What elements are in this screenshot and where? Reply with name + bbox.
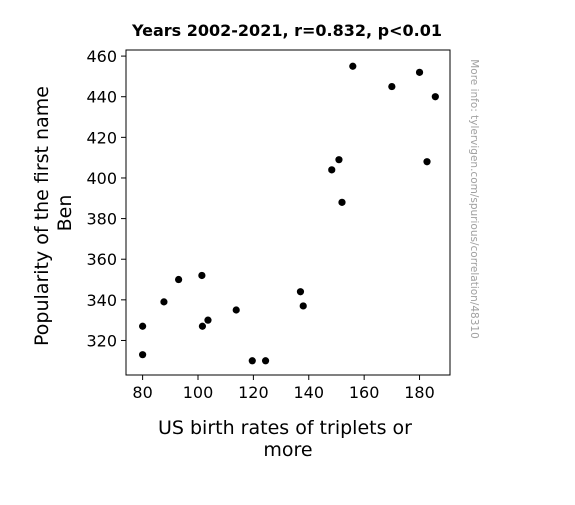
data-point [415,68,424,76]
x-axis: 80 100 120 140 160 180 [132,375,435,402]
plot-area [125,49,451,376]
y-axis-label-line-2: Ben [54,195,76,232]
data-point [431,93,439,101]
data-point [261,357,270,365]
data-point [335,156,343,164]
data-point [299,302,307,310]
data-point [204,316,212,324]
data-point [139,351,147,359]
y-tick-label: 400 [86,169,117,188]
chart-title: Years 2002-2021, r=0.832, p<0.01 [131,21,442,40]
data-point [160,298,168,306]
data-point [423,158,431,166]
data-point [349,62,357,70]
x-axis-label-line-1: US birth rates of triplets or [158,417,412,439]
x-tick-label: 180 [404,383,435,402]
y-axis-label: Popularity of the first name Ben [31,80,76,346]
x-tick-label: 160 [349,383,380,402]
data-point [248,357,256,365]
data-point [388,82,396,91]
watermark-text: More info: tylervigen.com/spurious/corre… [468,59,480,339]
data-point [175,275,183,284]
x-tick-label: 120 [238,383,269,402]
x-axis-label: US birth rates of triplets or more [158,417,418,461]
y-axis: 320 340 360 380 400 420 440 460 [86,47,126,350]
x-tick-label: 80 [132,383,152,402]
data-points [139,62,439,365]
y-tick-label: 360 [86,250,117,269]
data-point [328,166,336,174]
data-point [232,306,240,314]
y-tick-label: 420 [86,128,117,147]
y-tick-label: 380 [86,210,117,229]
y-tick-label: 460 [86,47,117,66]
data-point [198,322,207,330]
x-tick-label: 140 [293,383,324,402]
data-point [139,322,147,330]
y-tick-label: 340 [86,291,117,310]
data-point [338,198,346,206]
y-tick-label: 440 [86,88,117,107]
data-point [198,271,206,280]
y-tick-label: 320 [86,331,117,350]
x-tick-label: 100 [183,383,214,402]
y-axis-label-line-1: Popularity of the first name [31,86,53,346]
x-axis-label-line-2: more [263,439,312,461]
data-point [296,288,305,296]
